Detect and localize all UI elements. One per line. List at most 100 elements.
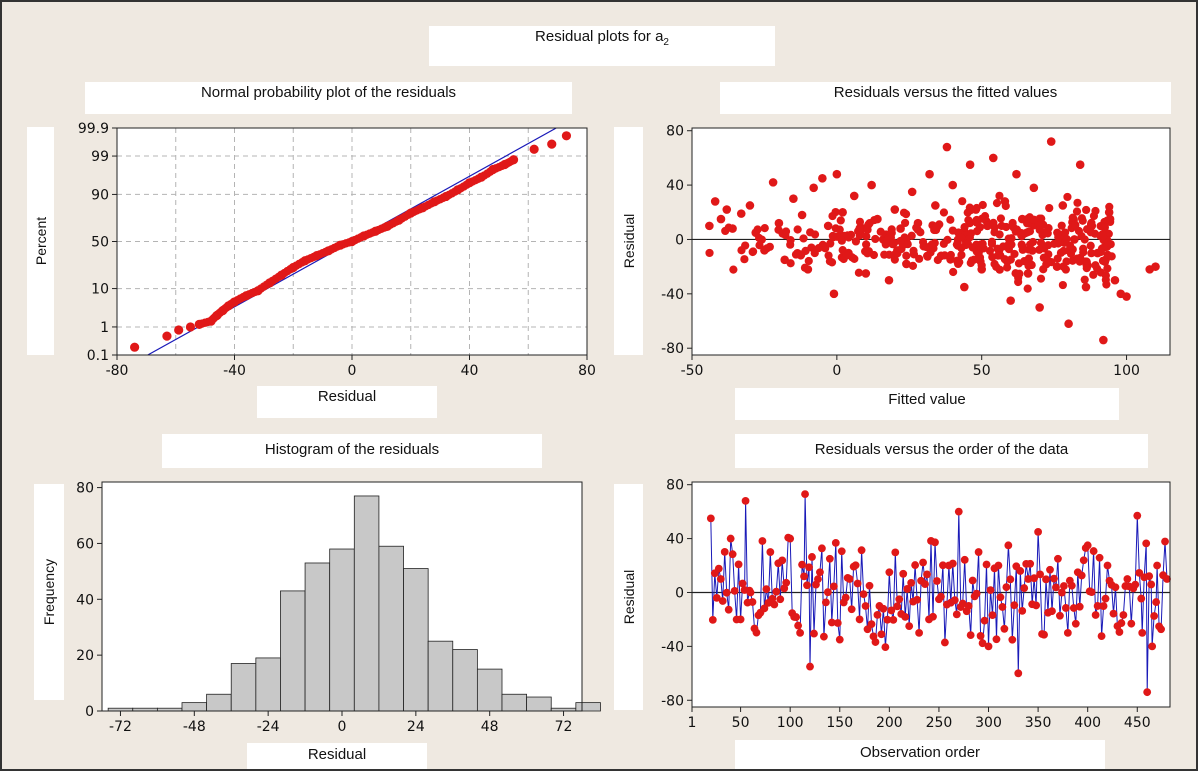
histogram-title: Histogram of the residuals	[162, 434, 542, 468]
order-point	[730, 587, 739, 595]
fitted-point	[749, 247, 758, 256]
order-point	[976, 632, 985, 640]
fitted-point	[949, 267, 958, 277]
fitted-point	[861, 247, 870, 256]
fitted-point	[806, 228, 815, 237]
order-point	[829, 582, 838, 591]
order-point	[1056, 611, 1064, 620]
fitted-point	[1082, 205, 1091, 215]
fitted-point	[829, 289, 839, 299]
fitted-point	[1001, 201, 1010, 211]
order-plot-ylabel: Residual	[614, 484, 643, 710]
fitted-point	[1087, 218, 1096, 227]
fitted-point	[861, 269, 871, 278]
order-y-tick-label: -40	[661, 639, 684, 655]
order-point	[893, 602, 902, 611]
order-point	[1059, 582, 1068, 590]
order-point	[1145, 572, 1154, 581]
fitted-point	[1106, 240, 1115, 249]
normal-x-tick-label: 40	[461, 363, 479, 379]
order-point	[1111, 583, 1120, 592]
fitted-point	[935, 220, 944, 229]
order-y-tick-label: -80	[661, 693, 684, 709]
fitted-point	[896, 236, 905, 246]
fitted-point	[896, 224, 905, 233]
order-point	[901, 612, 910, 621]
fitted-point	[1086, 228, 1095, 237]
order-point	[891, 548, 900, 557]
histogram-ylabel-text: Frequency	[41, 558, 57, 626]
fitted-point	[907, 187, 917, 197]
order-point	[1109, 609, 1118, 618]
order-point	[1079, 556, 1088, 565]
order-point	[816, 568, 824, 577]
fitted-point	[1039, 265, 1048, 274]
order-point	[1054, 554, 1062, 563]
fitted-point	[1073, 198, 1082, 207]
histogram-bar	[181, 702, 208, 712]
fitted-point	[1008, 218, 1017, 228]
fitted-point	[1106, 214, 1115, 224]
order-point	[907, 578, 916, 587]
order-point	[1119, 611, 1128, 619]
order-point	[915, 628, 923, 637]
order-point	[741, 496, 750, 505]
order-x-tick-label: 1	[688, 715, 697, 731]
order-point	[720, 547, 729, 556]
order-point	[1052, 583, 1060, 592]
fitted-point	[1017, 240, 1026, 249]
order-point	[958, 599, 967, 608]
order-point	[1004, 541, 1013, 550]
fitted-point	[854, 268, 863, 277]
order-point	[1091, 611, 1100, 619]
order-point	[1075, 602, 1084, 611]
fitted-point	[884, 233, 893, 243]
normal-y-tick-label: 99	[91, 149, 109, 165]
fitted-point	[741, 241, 750, 250]
fitted-point	[1023, 269, 1033, 278]
order-point	[881, 643, 890, 652]
fitted-y-tick-label: 0	[675, 232, 684, 248]
fitted-point	[757, 235, 766, 244]
fitted-point	[915, 254, 924, 263]
order-point	[1163, 575, 1171, 583]
histogram-bar	[427, 640, 454, 712]
fitted-point	[1081, 282, 1091, 292]
order-point	[984, 642, 993, 651]
fitted-point	[908, 261, 918, 270]
fitted-point	[946, 215, 955, 224]
fitted-point	[1068, 213, 1077, 222]
order-point	[1020, 584, 1029, 592]
order-point	[801, 490, 809, 499]
order-point	[980, 616, 989, 625]
fitted-point	[1062, 257, 1071, 266]
order-point	[746, 588, 755, 597]
order-plot-xlabel: Observation order	[735, 740, 1105, 769]
fitted-point	[952, 240, 961, 249]
order-point	[950, 596, 959, 605]
order-point	[1093, 602, 1102, 610]
order-point	[968, 576, 977, 585]
fitted-point	[1080, 235, 1089, 244]
order-point	[911, 561, 920, 569]
fitted-point	[1057, 221, 1066, 230]
order-point	[919, 558, 927, 567]
histogram-bar	[526, 696, 552, 712]
order-point	[825, 554, 834, 563]
order-point	[841, 593, 850, 602]
normal-y-tick-label: 1	[100, 320, 109, 336]
order-point	[855, 615, 864, 624]
order-point	[960, 555, 969, 564]
fitted-point	[1105, 202, 1114, 211]
fitted-point	[1000, 255, 1009, 264]
fitted-point	[1100, 257, 1110, 266]
fitted-point	[939, 208, 949, 217]
fitted-point	[890, 205, 900, 214]
fitted-y-tick-label: -80	[661, 341, 684, 357]
fitted-point	[940, 251, 949, 260]
histogram-y-tick-label: 60	[76, 536, 94, 552]
order-point	[923, 570, 931, 579]
fitted-point	[893, 249, 902, 258]
order-point	[1071, 619, 1080, 628]
